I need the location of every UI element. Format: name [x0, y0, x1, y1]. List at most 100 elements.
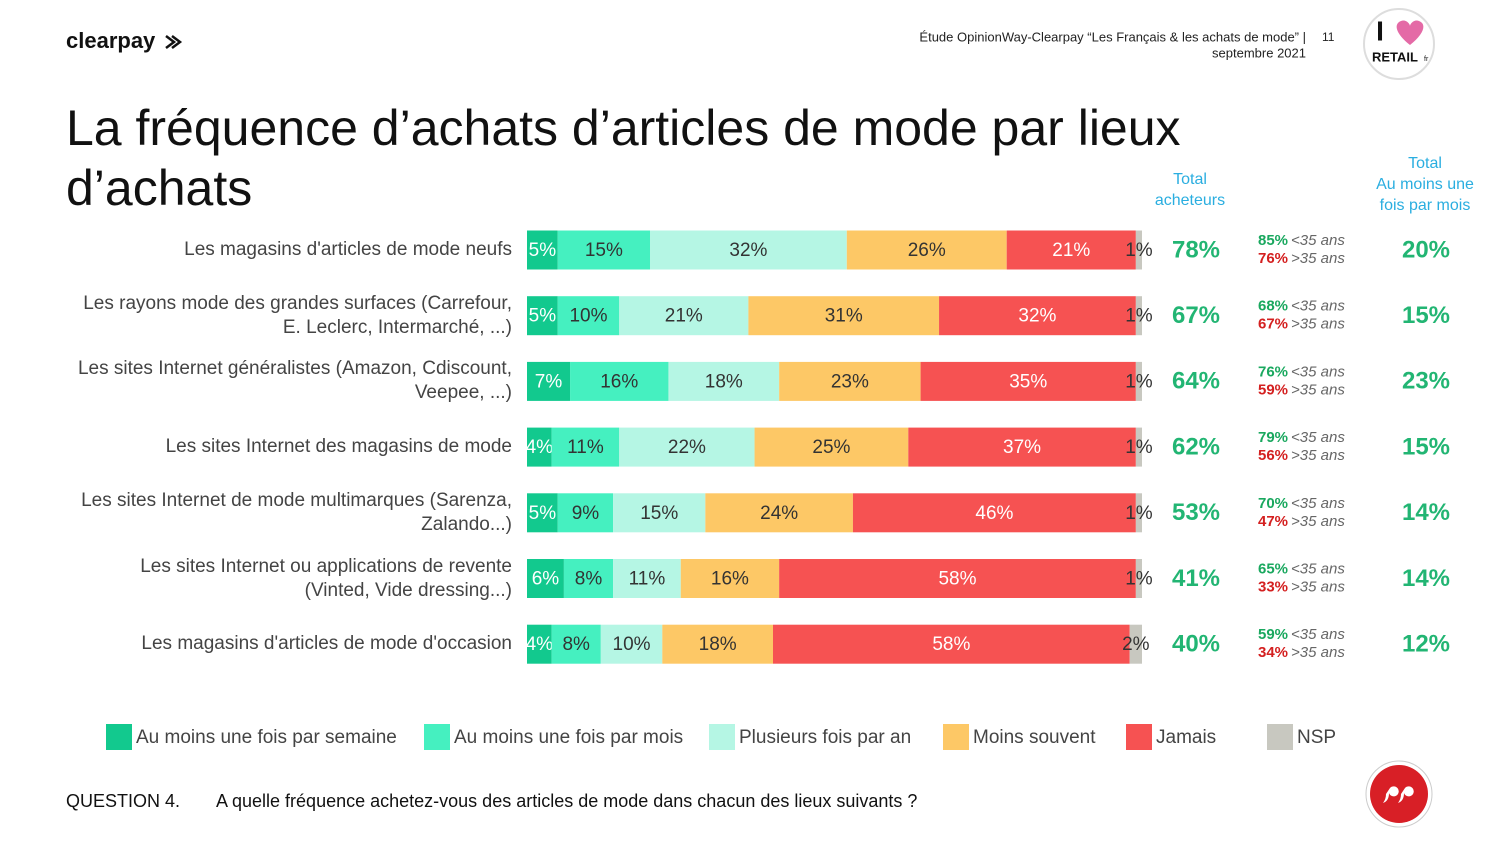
bar-segment: [779, 559, 1136, 598]
monthly-total-value: 20%: [1402, 236, 1450, 263]
bar-segment: [570, 361, 669, 401]
bar-segment: [668, 361, 780, 401]
monthly-total-value: 14%: [1402, 499, 1450, 526]
bar-segment: [1135, 296, 1142, 336]
quote-icon: [1383, 786, 1414, 803]
age-split-label: >35 ans: [1291, 447, 1345, 464]
partner-logo-text: fr: [1424, 56, 1429, 63]
value-label: 1%: [1125, 306, 1153, 327]
bar-segment: [619, 427, 755, 467]
category-label: Les sites Internet ou applications de re…: [140, 555, 512, 601]
bar-segment: [600, 624, 663, 664]
total-buyers-value: 41%: [1172, 565, 1220, 592]
age-split: 59% >35 ans: [1258, 381, 1345, 398]
total-buyers-value: 67%: [1172, 302, 1220, 329]
legend-swatch: [709, 724, 735, 750]
age-split-label: >35 ans: [1291, 578, 1345, 595]
bar-segment: [563, 559, 614, 598]
legend-label: Au moins une fois par semaine: [136, 727, 397, 748]
bar-segment: [1135, 230, 1142, 270]
page-number: 11: [1322, 30, 1335, 44]
category-label: Les magasins d'articles de mode neufs: [184, 239, 512, 260]
quote-button-fill: [1370, 765, 1428, 823]
value-label: 10%: [613, 634, 651, 655]
value-label: 16%: [711, 569, 749, 590]
legend-swatch: [943, 724, 969, 750]
value-label: 2%: [1122, 634, 1150, 655]
age-split-value: 47%: [1258, 513, 1288, 530]
age-split: 79% <35 ans: [1258, 429, 1345, 446]
total-buyers-value: 64%: [1172, 368, 1220, 395]
legend-swatch: [424, 724, 450, 750]
bar-segment: [527, 427, 552, 467]
bar-segment: [1006, 230, 1136, 270]
age-split: 65% <35 ans: [1258, 560, 1345, 577]
value-label: 11%: [629, 569, 666, 590]
bar-segment: [705, 493, 853, 533]
total-buyers-value: 78%: [1172, 236, 1220, 263]
monthly-total-value: 15%: [1402, 302, 1450, 329]
age-split: 70% <35 ans: [1258, 495, 1345, 512]
value-label: 32%: [1018, 306, 1056, 327]
age-split: 56% >35 ans: [1258, 447, 1345, 464]
total-buyers-value: 40%: [1172, 631, 1220, 658]
age-split-label: <35 ans: [1291, 363, 1345, 380]
bar-segment: [527, 624, 552, 664]
age-split-value: 33%: [1258, 578, 1288, 595]
bar-segment: [920, 361, 1136, 401]
brand-logo-mark: [165, 35, 183, 49]
value-label: 4%: [526, 437, 554, 458]
value-label: 31%: [825, 306, 863, 327]
chart-title: La fréquence d’achats d’articles de mode…: [66, 100, 1181, 216]
bar-segment: [1135, 361, 1142, 401]
column-header: Total: [1408, 155, 1442, 172]
legend-label: Plusieurs fois par an: [739, 727, 911, 748]
bar-segment: [852, 493, 1136, 533]
legend-label: NSP: [1297, 727, 1336, 748]
question-text: A quelle fréquence achetez-vous des arti…: [216, 791, 917, 811]
value-label: 21%: [1052, 240, 1090, 261]
age-split-value: 76%: [1258, 250, 1288, 267]
bar-segment: [1135, 493, 1142, 533]
bar-segment: [1135, 559, 1142, 598]
bar-segment: [527, 493, 558, 533]
age-split-value: 79%: [1258, 429, 1288, 446]
bar-segment: [662, 624, 773, 664]
legend-swatch: [1126, 724, 1152, 750]
age-split-label: >35 ans: [1291, 316, 1345, 333]
value-label: 23%: [831, 371, 869, 392]
value-label: 37%: [1003, 437, 1041, 458]
bar-segment: [619, 296, 749, 336]
value-label: 32%: [729, 240, 767, 261]
age-split-value: 76%: [1258, 363, 1288, 380]
value-label: 10%: [569, 306, 607, 327]
value-label: 1%: [1125, 503, 1153, 524]
bar-segment: [551, 427, 620, 467]
value-label: 1%: [1125, 371, 1153, 392]
age-split-label: <35 ans: [1291, 560, 1345, 577]
total-buyers-value: 62%: [1172, 433, 1220, 460]
category-label: Les sites Internet des magasins de mode: [165, 436, 512, 458]
age-split-value: 65%: [1258, 560, 1288, 577]
age-split-label: >35 ans: [1291, 513, 1345, 530]
value-label: 22%: [668, 437, 706, 458]
category-label: Les sites Internet de mode multimarques …: [81, 489, 512, 535]
age-split-value: 34%: [1258, 644, 1288, 661]
age-split-value: 56%: [1258, 447, 1288, 464]
value-label: 1%: [1125, 240, 1153, 261]
value-label: 11%: [567, 437, 604, 458]
column-header: Total: [1173, 171, 1207, 188]
bar-segment: [754, 427, 909, 467]
bar-segment: [557, 296, 620, 336]
age-split: 34% >35 ans: [1258, 644, 1345, 661]
age-split-label: <35 ans: [1291, 495, 1345, 512]
bar-segment: [939, 296, 1136, 336]
value-label: 18%: [705, 371, 743, 392]
value-label: 1%: [1125, 437, 1153, 458]
legend-label: Au moins une fois par mois: [454, 727, 683, 748]
study-line: septembre 2021: [1212, 45, 1306, 60]
age-split: 33% >35 ans: [1258, 578, 1345, 595]
value-label: 58%: [932, 634, 970, 655]
total-buyers-value: 53%: [1172, 499, 1220, 526]
